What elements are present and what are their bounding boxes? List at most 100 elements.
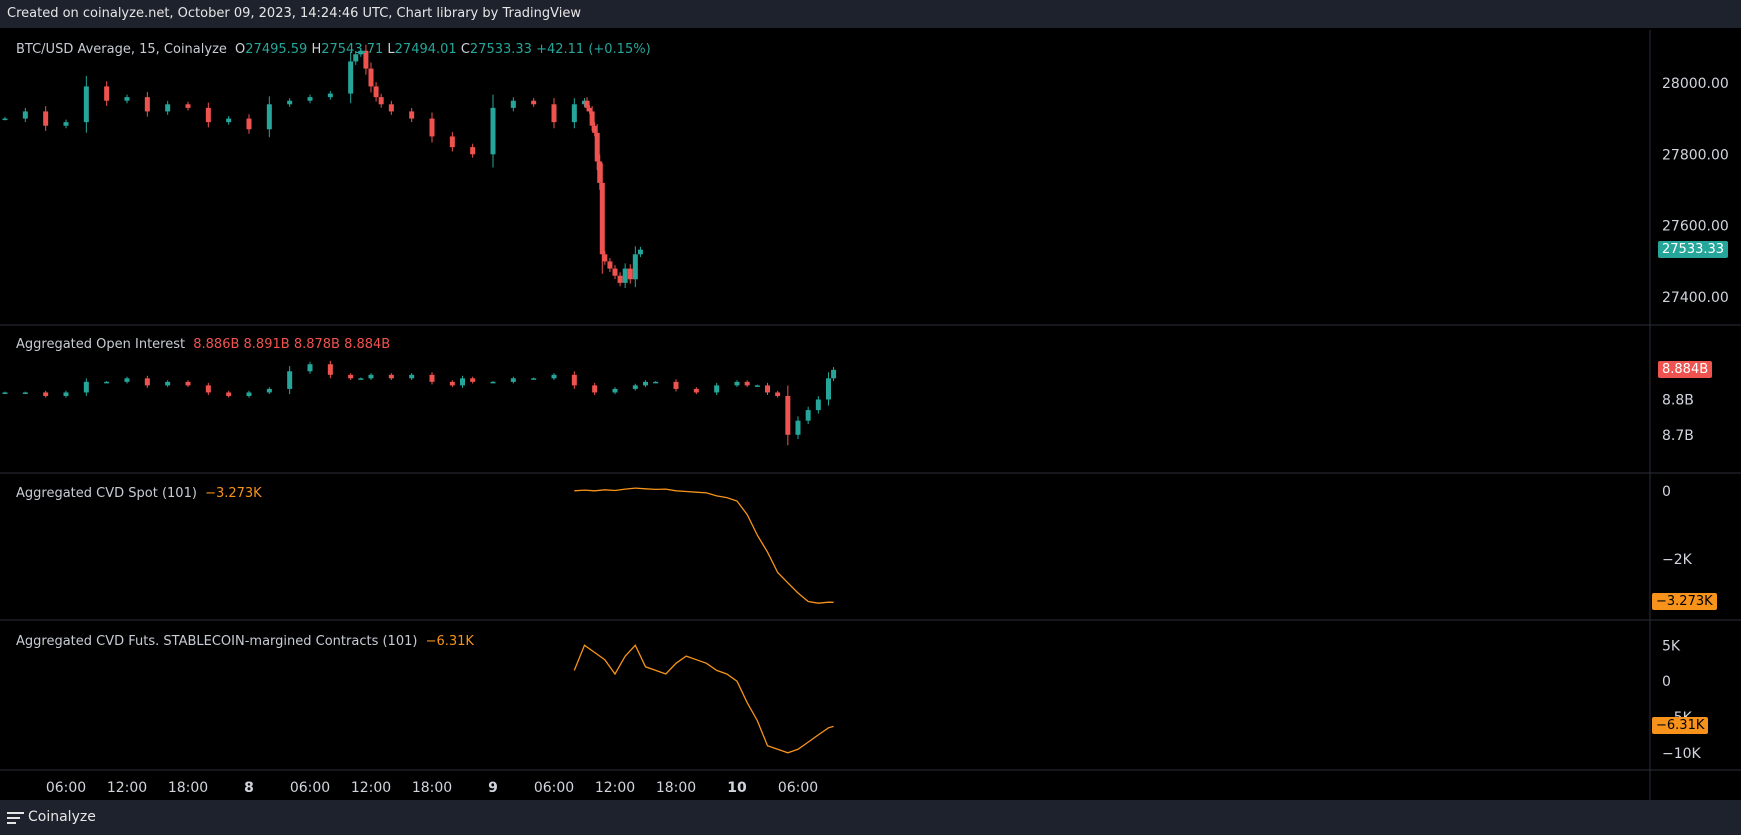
price-candle[interactable] bbox=[307, 97, 313, 101]
menu-icon[interactable] bbox=[7, 812, 24, 827]
price-candle[interactable] bbox=[348, 61, 354, 94]
oi-candle[interactable] bbox=[592, 385, 598, 393]
price-candle[interactable] bbox=[617, 275, 623, 283]
price-candle[interactable] bbox=[378, 97, 384, 105]
oi-candle[interactable] bbox=[765, 385, 770, 393]
price-candle[interactable] bbox=[602, 254, 608, 262]
price-candle[interactable] bbox=[83, 86, 89, 123]
oi-candle[interactable] bbox=[826, 378, 831, 400]
oi-candle[interactable] bbox=[693, 388, 699, 393]
price-candle[interactable] bbox=[637, 249, 643, 255]
oi-candle[interactable] bbox=[470, 378, 476, 382]
oi-candle[interactable] bbox=[287, 371, 293, 389]
oi-candle[interactable] bbox=[571, 374, 577, 386]
price-candle[interactable] bbox=[571, 104, 577, 123]
price-candle[interactable] bbox=[104, 86, 110, 101]
price-candle[interactable] bbox=[531, 100, 537, 105]
oi-candle[interactable] bbox=[460, 378, 465, 386]
price-candle[interactable] bbox=[551, 104, 557, 123]
oi-candle[interactable] bbox=[388, 374, 394, 379]
open-interest-pane[interactable]: 8.8B 8.7B bbox=[2, 360, 1694, 446]
price-candle[interactable] bbox=[584, 100, 590, 108]
oi-candle[interactable] bbox=[83, 381, 89, 393]
oi-candle[interactable] bbox=[429, 374, 435, 382]
oi-candle[interactable] bbox=[22, 392, 28, 394]
oi-candle[interactable] bbox=[815, 399, 821, 411]
oi-candle[interactable] bbox=[653, 381, 659, 384]
oi-candle[interactable] bbox=[714, 385, 720, 393]
price-candle[interactable] bbox=[597, 161, 603, 183]
price-candle[interactable] bbox=[510, 100, 516, 108]
price-candle[interactable] bbox=[632, 254, 638, 280]
price-candle[interactable] bbox=[612, 268, 618, 276]
price-candle[interactable] bbox=[622, 268, 628, 283]
oi-candle[interactable] bbox=[368, 374, 374, 379]
price-candle[interactable] bbox=[592, 125, 598, 133]
oi-candle[interactable] bbox=[63, 392, 69, 396]
price-candle[interactable] bbox=[449, 136, 455, 148]
price-candle[interactable] bbox=[490, 107, 496, 155]
price-candle[interactable] bbox=[607, 261, 613, 269]
price-candle[interactable] bbox=[599, 182, 605, 255]
price-candle[interactable] bbox=[470, 147, 476, 155]
oi-candle[interactable] bbox=[104, 381, 110, 384]
oi-candle[interactable] bbox=[673, 381, 679, 389]
price-candle[interactable] bbox=[582, 100, 587, 105]
price-candle[interactable] bbox=[266, 104, 272, 130]
price-candle[interactable] bbox=[2, 118, 8, 121]
oi-candle[interactable] bbox=[144, 378, 150, 386]
oi-candle[interactable] bbox=[358, 378, 364, 380]
oi-candle[interactable] bbox=[744, 381, 750, 386]
price-candle[interactable] bbox=[124, 97, 130, 101]
price-candle[interactable] bbox=[327, 93, 333, 98]
oi-candle[interactable] bbox=[734, 381, 740, 386]
price-pane[interactable]: 28000.00 27800.00 27600.00 27400.00 bbox=[2, 44, 1729, 307]
price-candle[interactable] bbox=[627, 268, 633, 280]
price-candle[interactable] bbox=[587, 107, 593, 112]
price-candle[interactable] bbox=[205, 107, 211, 123]
oi-candle[interactable] bbox=[226, 392, 232, 396]
price-candle[interactable] bbox=[368, 68, 374, 87]
oi-candle[interactable] bbox=[632, 385, 638, 389]
oi-candle[interactable] bbox=[348, 374, 354, 379]
oi-candle[interactable] bbox=[490, 381, 496, 384]
oi-candle[interactable] bbox=[754, 385, 760, 387]
oi-candle[interactable] bbox=[307, 364, 313, 372]
price-candle[interactable] bbox=[185, 104, 191, 108]
price-candle[interactable] bbox=[388, 104, 394, 112]
price-candle[interactable] bbox=[409, 111, 415, 119]
price-candle[interactable] bbox=[429, 118, 435, 137]
price-candle[interactable] bbox=[363, 50, 369, 69]
cvd-futs-line[interactable] bbox=[573, 644, 834, 754]
oi-candle[interactable] bbox=[409, 374, 415, 379]
oi-candle[interactable] bbox=[775, 392, 781, 396]
price-candle[interactable] bbox=[22, 111, 28, 119]
price-candle[interactable] bbox=[63, 122, 69, 126]
oi-candle[interactable] bbox=[785, 395, 791, 435]
oi-candle[interactable] bbox=[266, 388, 272, 393]
oi-candle[interactable] bbox=[246, 392, 252, 396]
oi-candle[interactable] bbox=[2, 392, 8, 394]
price-candle[interactable] bbox=[287, 100, 293, 105]
cvd-spot-line[interactable] bbox=[574, 487, 834, 604]
price-candle[interactable] bbox=[594, 132, 600, 162]
price-candle[interactable] bbox=[373, 86, 379, 98]
oi-candle[interactable] bbox=[327, 364, 333, 375]
price-candle[interactable] bbox=[353, 54, 359, 62]
price-candle[interactable] bbox=[358, 50, 364, 55]
oi-candle[interactable] bbox=[831, 369, 837, 379]
oi-candle[interactable] bbox=[510, 378, 516, 382]
oi-candle[interactable] bbox=[643, 381, 648, 386]
price-candle[interactable] bbox=[43, 111, 49, 126]
price-candle[interactable] bbox=[144, 97, 150, 112]
oi-candle[interactable] bbox=[805, 410, 811, 421]
oi-candle[interactable] bbox=[449, 381, 455, 386]
cvd-spot-pane[interactable]: 0 −2K bbox=[574, 484, 1693, 604]
oi-candle[interactable] bbox=[124, 378, 130, 382]
cvd-futs-pane[interactable]: 5K0−5K−10K bbox=[573, 638, 1702, 762]
price-candle[interactable] bbox=[226, 118, 232, 123]
oi-candle[interactable] bbox=[531, 378, 537, 380]
oi-candle[interactable] bbox=[165, 381, 171, 386]
oi-candle[interactable] bbox=[205, 385, 211, 393]
oi-candle[interactable] bbox=[185, 381, 191, 386]
